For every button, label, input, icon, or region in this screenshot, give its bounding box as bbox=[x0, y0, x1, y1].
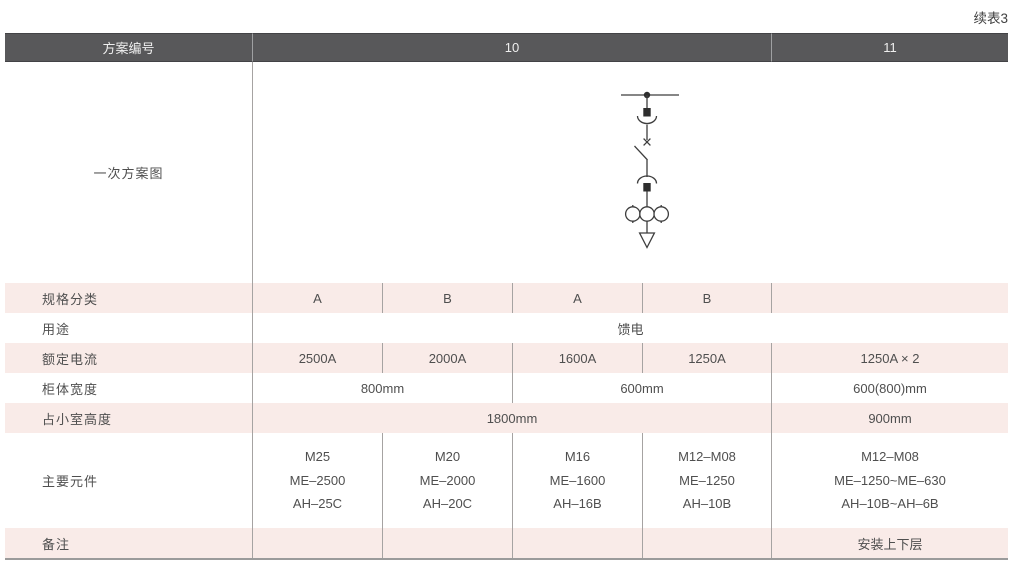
main-components-cell: M20 ME–2000 AH–20C bbox=[383, 433, 513, 528]
remarks-empty-cell bbox=[513, 528, 643, 558]
cabinet-width-cell-col11: 600(800)mm bbox=[853, 380, 927, 396]
row-label-primary-diagram: 一次方案图 bbox=[5, 62, 253, 283]
main-components-cell: M12–M08 ME–1250 AH–10B bbox=[643, 433, 772, 528]
component-line: AH–16B bbox=[553, 496, 602, 512]
busbar-connection bbox=[621, 91, 679, 108]
diagram-cell-col11-empty bbox=[772, 62, 1008, 283]
row-label-main-components: 主要元件 bbox=[5, 433, 253, 528]
remarks-cell-col11: 安装上下层 bbox=[772, 528, 1008, 558]
rated-current-cell: 2000A bbox=[383, 343, 513, 373]
row-label-cabinet-width: 柜体宽度 bbox=[5, 373, 253, 403]
component-line: M20 bbox=[434, 449, 461, 465]
compartment-height-cell-col11: 900mm bbox=[772, 403, 1008, 433]
component-line: ME–1250~ME–630 bbox=[834, 472, 946, 488]
component-line: AH–20C bbox=[422, 496, 473, 512]
header-scheme-number: 方案编号 bbox=[5, 33, 253, 62]
remarks-empty-cell bbox=[253, 528, 383, 558]
outgoing-feeder-arrow-icon bbox=[638, 232, 656, 249]
component-line: AH–10B bbox=[682, 496, 732, 512]
row-label-rated-current: 额定电流 bbox=[5, 343, 253, 373]
usage-merged-cell: 馈电 bbox=[617, 321, 644, 337]
component-line: AH–10B~AH–6B bbox=[841, 496, 939, 512]
spec-cell: A bbox=[513, 283, 643, 313]
component-line: AH–25C bbox=[292, 496, 343, 512]
main-components-cell-col11: M12–M08 ME–1250~ME–630 AH–10B~AH–6B bbox=[772, 433, 1008, 528]
row-label-spec-class: 规格分类 bbox=[5, 283, 253, 313]
main-components-cell: M25 ME–2500 AH–25C bbox=[253, 433, 383, 528]
spec-cell: B bbox=[383, 283, 513, 313]
remarks-empty-cell bbox=[383, 528, 513, 558]
rated-current-cell: 2500A bbox=[253, 343, 383, 373]
component-line: ME–1600 bbox=[549, 472, 606, 488]
current-transformers-icon bbox=[624, 205, 670, 223]
component-line: ME–2500 bbox=[289, 472, 346, 488]
scheme-table: 方案编号 10 11 一次方案图 bbox=[5, 33, 1008, 560]
header-col-11: 11 bbox=[772, 33, 1008, 62]
spec-cell: A bbox=[253, 283, 383, 313]
cabinet-width-cell: 800mm bbox=[253, 373, 513, 403]
row-label-usage: 用途 bbox=[5, 313, 253, 343]
main-components-cell: M16 ME–1600 AH–16B bbox=[513, 433, 643, 528]
spec-cell: B bbox=[643, 283, 772, 313]
drawout-contact-lower-icon bbox=[636, 175, 658, 192]
single-line-diagram bbox=[621, 91, 679, 249]
drawout-contact-upper-icon bbox=[636, 108, 658, 125]
row-label-compartment-height: 占小室高度 bbox=[5, 403, 253, 433]
rated-current-cell-col11: 1250A × 2 bbox=[772, 343, 1008, 373]
compartment-height-merged-cell: 1800mm bbox=[253, 403, 772, 433]
page-title: 续表3 bbox=[973, 11, 1008, 26]
breaker-cross-mark-icon bbox=[643, 138, 651, 146]
rated-current-cell: 1250A bbox=[643, 343, 772, 373]
component-line: M12–M08 bbox=[678, 449, 736, 465]
component-line: ME–1250 bbox=[679, 472, 735, 488]
component-line: M16 bbox=[564, 449, 591, 465]
cabinet-width-cell: 600mm bbox=[513, 373, 772, 403]
remarks-empty-cell bbox=[643, 528, 772, 558]
header-col-10: 10 bbox=[253, 33, 772, 62]
circuit-breaker-switch-icon bbox=[634, 145, 648, 177]
row-label-remarks: 备注 bbox=[5, 528, 253, 558]
component-line: ME–2000 bbox=[419, 472, 476, 488]
primary-scheme-diagram-cell bbox=[253, 62, 772, 283]
rated-current-cell: 1600A bbox=[513, 343, 643, 373]
spec-cell-col11 bbox=[772, 283, 1008, 313]
component-line: M12–M08 bbox=[861, 449, 919, 465]
component-line: M25 bbox=[304, 449, 331, 465]
